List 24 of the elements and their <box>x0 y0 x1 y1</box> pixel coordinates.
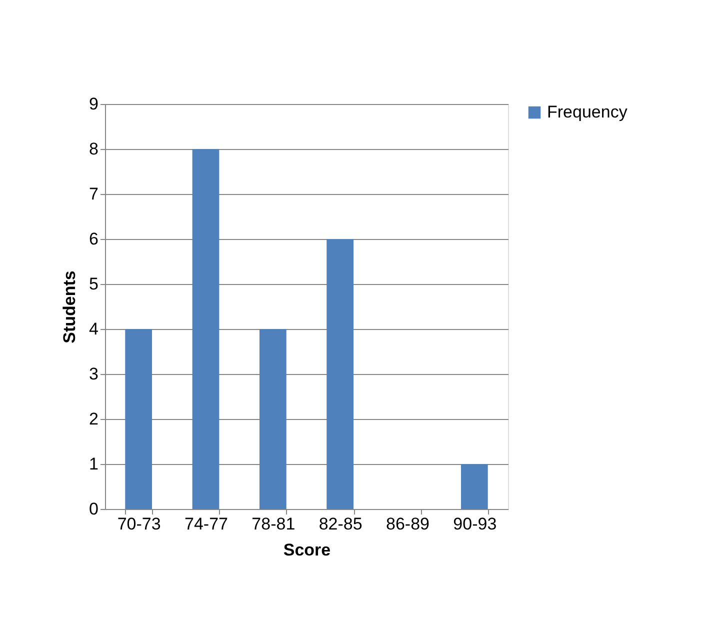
y-tick-label: 2 <box>89 410 98 428</box>
bar <box>125 329 152 509</box>
bar <box>192 149 220 509</box>
legend-label: Frequency <box>547 102 628 122</box>
y-tick-label: 7 <box>89 184 98 204</box>
bar <box>326 239 354 509</box>
y-tick-label: 8 <box>89 140 98 158</box>
x-tick-label: 78-81 <box>252 514 296 534</box>
x-tick-label: 90-93 <box>453 514 497 534</box>
y-tick-label: 0 <box>89 500 98 518</box>
x-axis-title: Score <box>283 540 331 560</box>
bar <box>460 464 488 509</box>
y-axis-title: Students <box>60 270 80 344</box>
y-tick-label: 1 <box>89 454 98 474</box>
x-tick-label: 70-73 <box>117 514 161 534</box>
y-tick-label: 3 <box>89 364 98 384</box>
y-tick-label: 9 <box>89 94 98 114</box>
x-tick-label: 74-77 <box>184 514 228 534</box>
x-tick-label: 82-85 <box>318 514 362 534</box>
y-tick-label: 6 <box>89 230 98 248</box>
bar <box>259 329 286 509</box>
y-tick-label: 5 <box>89 274 98 294</box>
x-tick-label: 86-89 <box>386 514 430 534</box>
y-tick-label: 4 <box>89 320 98 338</box>
